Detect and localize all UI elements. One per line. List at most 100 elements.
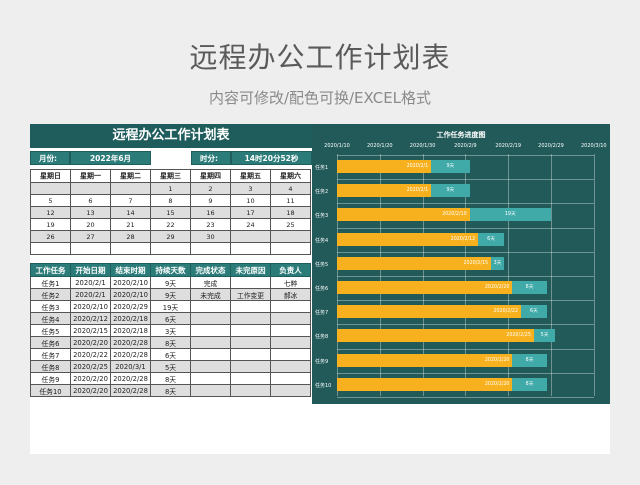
task-cell[interactable]: 任务8 <box>30 360 71 373</box>
task-cell[interactable] <box>270 348 311 361</box>
task-cell[interactable]: 2020/2/10 <box>110 288 151 301</box>
task-cell[interactable]: 任务2 <box>30 288 71 301</box>
task-cell[interactable] <box>230 360 271 373</box>
calendar-day-cell[interactable]: 11 <box>270 194 311 207</box>
calendar-day-cell[interactable]: 17 <box>230 206 271 219</box>
calendar-day-cell[interactable]: 5 <box>30 194 71 207</box>
calendar-day-cell[interactable]: 23 <box>190 218 231 231</box>
task-cell[interactable]: 2020/2/20 <box>70 372 111 385</box>
task-cell[interactable]: 2020/2/10 <box>70 300 111 313</box>
calendar-day-cell[interactable] <box>110 182 151 195</box>
task-cell[interactable]: 8天 <box>150 336 191 349</box>
task-cell[interactable]: 工作变更 <box>230 288 271 301</box>
task-cell[interactable]: 2020/2/22 <box>70 348 111 361</box>
task-cell[interactable]: 任务10 <box>30 384 71 397</box>
calendar-day-cell[interactable]: 6 <box>70 194 111 207</box>
calendar-day-cell[interactable]: 15 <box>150 206 191 219</box>
calendar-day-cell[interactable] <box>190 242 231 255</box>
task-cell[interactable]: 任务9 <box>30 372 71 385</box>
task-cell[interactable]: 2020/2/28 <box>110 336 151 349</box>
task-cell[interactable] <box>230 324 271 337</box>
task-cell[interactable]: 9天 <box>150 288 191 301</box>
task-cell[interactable] <box>270 300 311 313</box>
calendar-day-cell[interactable]: 24 <box>230 218 271 231</box>
task-cell[interactable] <box>190 348 231 361</box>
calendar-day-cell[interactable]: 14 <box>110 206 151 219</box>
task-cell[interactable]: 2020/2/12 <box>70 312 111 325</box>
calendar-day-cell[interactable] <box>270 242 311 255</box>
task-cell[interactable]: 2020/2/10 <box>110 276 151 289</box>
task-cell[interactable]: 19天 <box>150 300 191 313</box>
task-cell[interactable]: 未完成 <box>190 288 231 301</box>
task-cell[interactable]: 任务5 <box>30 324 71 337</box>
task-cell[interactable]: 2020/2/28 <box>110 384 151 397</box>
task-cell[interactable] <box>230 312 271 325</box>
task-cell[interactable]: 2020/2/20 <box>70 336 111 349</box>
task-cell[interactable]: 完成 <box>190 276 231 289</box>
calendar-day-cell[interactable]: 30 <box>190 230 231 243</box>
task-cell[interactable]: 5天 <box>150 360 191 373</box>
task-cell[interactable] <box>230 300 271 313</box>
calendar-day-cell[interactable] <box>70 242 111 255</box>
calendar-day-cell[interactable]: 9 <box>190 194 231 207</box>
calendar-day-cell[interactable]: 10 <box>230 194 271 207</box>
calendar-day-cell[interactable]: 19 <box>30 218 71 231</box>
calendar-day-cell[interactable] <box>30 182 71 195</box>
calendar-day-cell[interactable]: 25 <box>270 218 311 231</box>
task-cell[interactable] <box>230 336 271 349</box>
time-value[interactable]: 14时20分52秒 <box>231 151 312 165</box>
task-cell[interactable] <box>190 324 231 337</box>
calendar-day-cell[interactable] <box>230 242 271 255</box>
calendar-day-cell[interactable] <box>230 230 271 243</box>
calendar-day-cell[interactable]: 28 <box>110 230 151 243</box>
task-cell[interactable] <box>190 372 231 385</box>
calendar-day-cell[interactable]: 1 <box>150 182 191 195</box>
calendar-day-cell[interactable]: 4 <box>270 182 311 195</box>
calendar-day-cell[interactable] <box>30 242 71 255</box>
task-cell[interactable] <box>190 300 231 313</box>
calendar-day-cell[interactable]: 3 <box>230 182 271 195</box>
task-cell[interactable]: 2020/2/15 <box>70 324 111 337</box>
task-cell[interactable]: 任务4 <box>30 312 71 325</box>
task-cell[interactable]: 6天 <box>150 312 191 325</box>
task-cell[interactable]: 8天 <box>150 372 191 385</box>
task-cell[interactable]: 任务7 <box>30 348 71 361</box>
task-cell[interactable]: 任务6 <box>30 336 71 349</box>
task-cell[interactable] <box>270 372 311 385</box>
task-cell[interactable] <box>270 384 311 397</box>
calendar-day-cell[interactable]: 7 <box>110 194 151 207</box>
task-cell[interactable]: 郝冰 <box>270 288 311 301</box>
task-cell[interactable] <box>230 384 271 397</box>
task-cell[interactable] <box>230 276 271 289</box>
month-value[interactable]: 2022年6月 <box>70 151 151 165</box>
calendar-day-cell[interactable]: 16 <box>190 206 231 219</box>
task-cell[interactable]: 2020/2/28 <box>110 348 151 361</box>
task-cell[interactable] <box>190 312 231 325</box>
task-cell[interactable] <box>270 360 311 373</box>
calendar-day-cell[interactable] <box>270 230 311 243</box>
calendar-day-cell[interactable]: 21 <box>110 218 151 231</box>
task-cell[interactable]: 2020/2/18 <box>110 312 151 325</box>
calendar-day-cell[interactable] <box>110 242 151 255</box>
calendar-day-cell[interactable]: 20 <box>70 218 111 231</box>
task-cell[interactable] <box>190 336 231 349</box>
calendar-day-cell[interactable] <box>70 182 111 195</box>
task-cell[interactable]: 8天 <box>150 384 191 397</box>
task-cell[interactable]: 2020/2/20 <box>70 384 111 397</box>
task-cell[interactable]: 2020/3/1 <box>110 360 151 373</box>
task-cell[interactable] <box>230 348 271 361</box>
task-cell[interactable]: 2020/2/25 <box>70 360 111 373</box>
task-cell[interactable]: 2020/2/29 <box>110 300 151 313</box>
calendar-day-cell[interactable]: 29 <box>150 230 191 243</box>
task-cell[interactable] <box>190 384 231 397</box>
calendar-day-cell[interactable]: 18 <box>270 206 311 219</box>
calendar-day-cell[interactable]: 27 <box>70 230 111 243</box>
calendar-day-cell[interactable]: 22 <box>150 218 191 231</box>
calendar-day-cell[interactable]: 26 <box>30 230 71 243</box>
task-cell[interactable]: 2020/2/1 <box>70 276 111 289</box>
task-cell[interactable]: 2020/2/18 <box>110 324 151 337</box>
task-cell[interactable]: 3天 <box>150 324 191 337</box>
task-cell[interactable]: 9天 <box>150 276 191 289</box>
task-cell[interactable] <box>270 324 311 337</box>
calendar-day-cell[interactable]: 8 <box>150 194 191 207</box>
